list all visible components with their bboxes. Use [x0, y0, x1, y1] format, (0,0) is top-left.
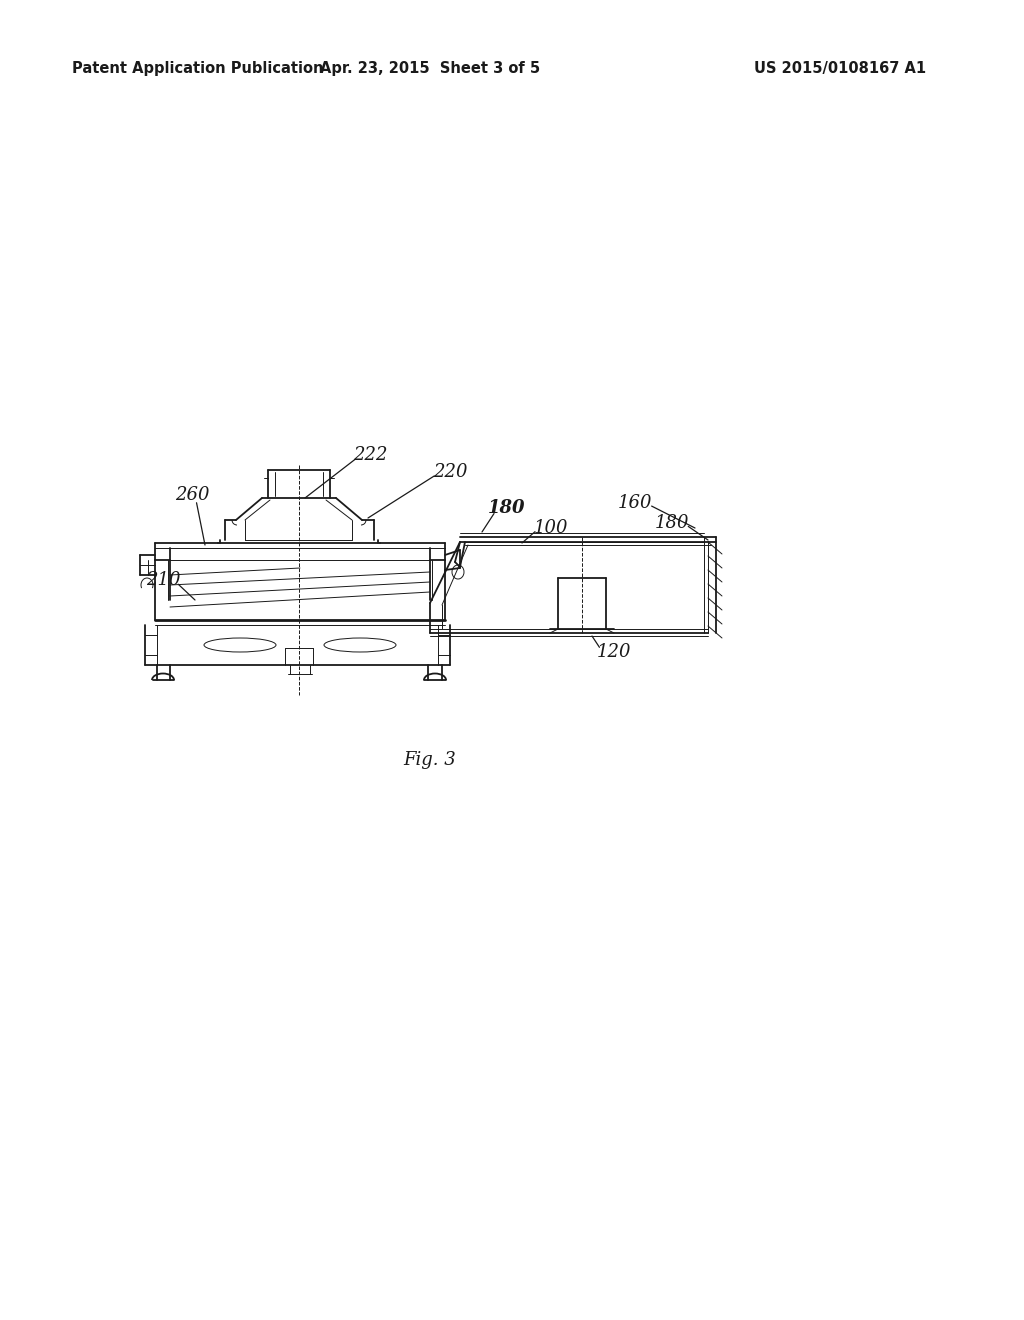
- Text: 260: 260: [175, 486, 209, 504]
- Text: 210: 210: [145, 572, 180, 589]
- Text: 120: 120: [597, 643, 631, 661]
- Text: Fig. 3: Fig. 3: [403, 751, 457, 770]
- Text: 180: 180: [654, 513, 689, 532]
- Text: 180: 180: [488, 499, 525, 517]
- Text: US 2015/0108167 A1: US 2015/0108167 A1: [754, 61, 926, 75]
- Text: 222: 222: [352, 446, 387, 465]
- Text: Apr. 23, 2015  Sheet 3 of 5: Apr. 23, 2015 Sheet 3 of 5: [319, 61, 540, 75]
- Text: 220: 220: [433, 463, 467, 480]
- Text: 160: 160: [617, 494, 652, 512]
- Text: Patent Application Publication: Patent Application Publication: [72, 61, 324, 75]
- Text: 100: 100: [534, 519, 568, 537]
